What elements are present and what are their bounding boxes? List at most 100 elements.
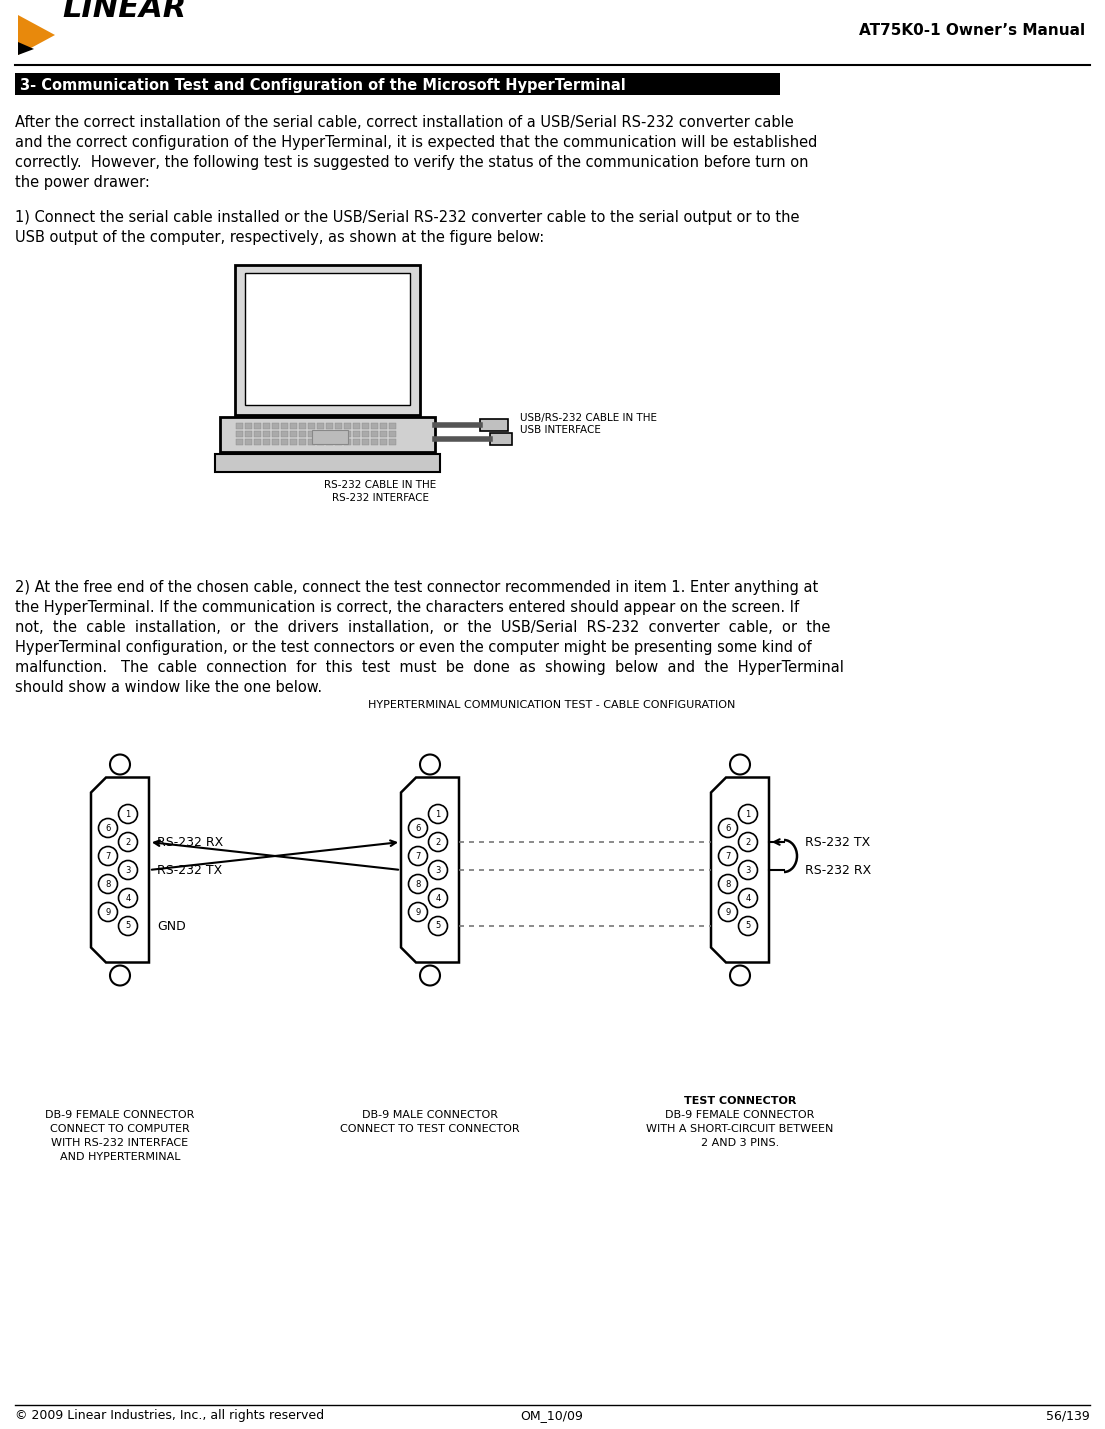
Text: 8: 8 — [725, 879, 730, 889]
FancyBboxPatch shape — [245, 423, 252, 429]
FancyBboxPatch shape — [362, 432, 369, 437]
Text: OM_10/09: OM_10/09 — [520, 1409, 583, 1422]
FancyBboxPatch shape — [380, 432, 387, 437]
Text: DB-9 FEMALE CONNECTOR: DB-9 FEMALE CONNECTOR — [665, 1110, 814, 1120]
FancyBboxPatch shape — [371, 423, 378, 429]
Circle shape — [118, 805, 137, 823]
Text: 4: 4 — [746, 893, 750, 903]
Circle shape — [420, 755, 440, 775]
Text: 6: 6 — [415, 823, 421, 833]
FancyBboxPatch shape — [299, 423, 306, 429]
Text: 8: 8 — [415, 879, 421, 889]
Text: 3: 3 — [125, 866, 130, 875]
Circle shape — [429, 833, 448, 852]
FancyBboxPatch shape — [362, 423, 369, 429]
Text: 2: 2 — [125, 837, 130, 846]
Text: CONNECT TO TEST CONNECTOR: CONNECT TO TEST CONNECTOR — [340, 1125, 519, 1135]
FancyBboxPatch shape — [263, 439, 270, 444]
Circle shape — [738, 833, 758, 852]
FancyBboxPatch shape — [352, 432, 360, 437]
FancyBboxPatch shape — [236, 432, 243, 437]
Circle shape — [409, 875, 428, 893]
FancyBboxPatch shape — [362, 439, 369, 444]
FancyBboxPatch shape — [352, 439, 360, 444]
Circle shape — [98, 819, 117, 837]
Text: the HyperTerminal. If the communication is correct, the characters entered shoul: the HyperTerminal. If the communication … — [15, 600, 799, 614]
Polygon shape — [91, 777, 149, 963]
FancyBboxPatch shape — [371, 439, 378, 444]
Circle shape — [110, 755, 130, 775]
FancyBboxPatch shape — [317, 439, 324, 444]
Text: 6: 6 — [725, 823, 730, 833]
Text: 3: 3 — [435, 866, 441, 875]
Text: TEST CONNECTOR: TEST CONNECTOR — [684, 1096, 797, 1106]
Text: correctly.  However, the following test is suggested to verify the status of the: correctly. However, the following test i… — [15, 154, 809, 170]
Circle shape — [98, 846, 117, 866]
FancyBboxPatch shape — [290, 439, 297, 444]
Text: 2) At the free end of the chosen cable, connect the test connector recommended i: 2) At the free end of the chosen cable, … — [15, 580, 818, 594]
Text: AND HYPERTERMINAL: AND HYPERTERMINAL — [60, 1152, 180, 1162]
FancyBboxPatch shape — [245, 432, 252, 437]
Circle shape — [409, 819, 428, 837]
FancyBboxPatch shape — [344, 439, 351, 444]
FancyBboxPatch shape — [389, 439, 396, 444]
Text: USB output of the computer, respectively, as shown at the figure below:: USB output of the computer, respectively… — [15, 230, 545, 244]
FancyBboxPatch shape — [335, 423, 343, 429]
Text: LINEAR: LINEAR — [62, 0, 187, 23]
FancyBboxPatch shape — [480, 419, 508, 432]
FancyBboxPatch shape — [281, 439, 288, 444]
Text: should show a window like the one below.: should show a window like the one below. — [15, 680, 323, 694]
Text: RS-232 INTERFACE: RS-232 INTERFACE — [332, 493, 429, 503]
Circle shape — [738, 889, 758, 907]
Circle shape — [718, 875, 737, 893]
Circle shape — [730, 755, 750, 775]
FancyBboxPatch shape — [254, 439, 261, 444]
Circle shape — [110, 966, 130, 986]
Text: HyperTerminal configuration, or the test connectors or even the computer might b: HyperTerminal configuration, or the test… — [15, 640, 812, 654]
Circle shape — [738, 805, 758, 823]
Text: 7: 7 — [725, 852, 730, 860]
Text: 1) Connect the serial cable installed or the USB/Serial RS-232 converter cable t: 1) Connect the serial cable installed or… — [15, 210, 800, 224]
FancyBboxPatch shape — [312, 430, 348, 444]
Polygon shape — [401, 777, 459, 963]
FancyBboxPatch shape — [326, 439, 333, 444]
Text: and the correct configuration of the HyperTerminal, it is expected that the comm: and the correct configuration of the Hyp… — [15, 134, 818, 150]
FancyBboxPatch shape — [335, 439, 343, 444]
FancyBboxPatch shape — [272, 432, 278, 437]
Circle shape — [98, 903, 117, 922]
Text: 5: 5 — [435, 922, 441, 930]
Circle shape — [420, 966, 440, 986]
FancyBboxPatch shape — [236, 423, 243, 429]
Text: 5: 5 — [125, 922, 130, 930]
FancyBboxPatch shape — [308, 423, 315, 429]
FancyBboxPatch shape — [371, 432, 378, 437]
Circle shape — [718, 846, 737, 866]
Circle shape — [98, 875, 117, 893]
Text: 2: 2 — [746, 837, 750, 846]
FancyBboxPatch shape — [299, 439, 306, 444]
Text: AT75K0-1 Owner’s Manual: AT75K0-1 Owner’s Manual — [859, 23, 1085, 37]
FancyBboxPatch shape — [235, 264, 420, 414]
Text: After the correct installation of the serial cable, correct installation of a US: After the correct installation of the se… — [15, 114, 793, 130]
Circle shape — [118, 889, 137, 907]
Text: DB-9 FEMALE CONNECTOR: DB-9 FEMALE CONNECTOR — [45, 1110, 194, 1120]
FancyBboxPatch shape — [263, 423, 270, 429]
FancyBboxPatch shape — [272, 439, 278, 444]
Circle shape — [730, 966, 750, 986]
FancyBboxPatch shape — [281, 423, 288, 429]
Text: 7: 7 — [105, 852, 110, 860]
Text: 8: 8 — [105, 879, 110, 889]
Text: GND: GND — [157, 919, 186, 933]
Text: RS-232 TX: RS-232 TX — [157, 863, 222, 876]
Text: WITH RS-232 INTERFACE: WITH RS-232 INTERFACE — [52, 1137, 189, 1147]
Text: 9: 9 — [105, 907, 110, 916]
FancyBboxPatch shape — [236, 439, 243, 444]
FancyBboxPatch shape — [335, 432, 343, 437]
Circle shape — [118, 833, 137, 852]
FancyBboxPatch shape — [254, 423, 261, 429]
Circle shape — [738, 860, 758, 879]
FancyBboxPatch shape — [245, 273, 410, 404]
FancyBboxPatch shape — [215, 454, 440, 472]
Polygon shape — [18, 41, 34, 54]
Text: 1: 1 — [435, 809, 441, 819]
